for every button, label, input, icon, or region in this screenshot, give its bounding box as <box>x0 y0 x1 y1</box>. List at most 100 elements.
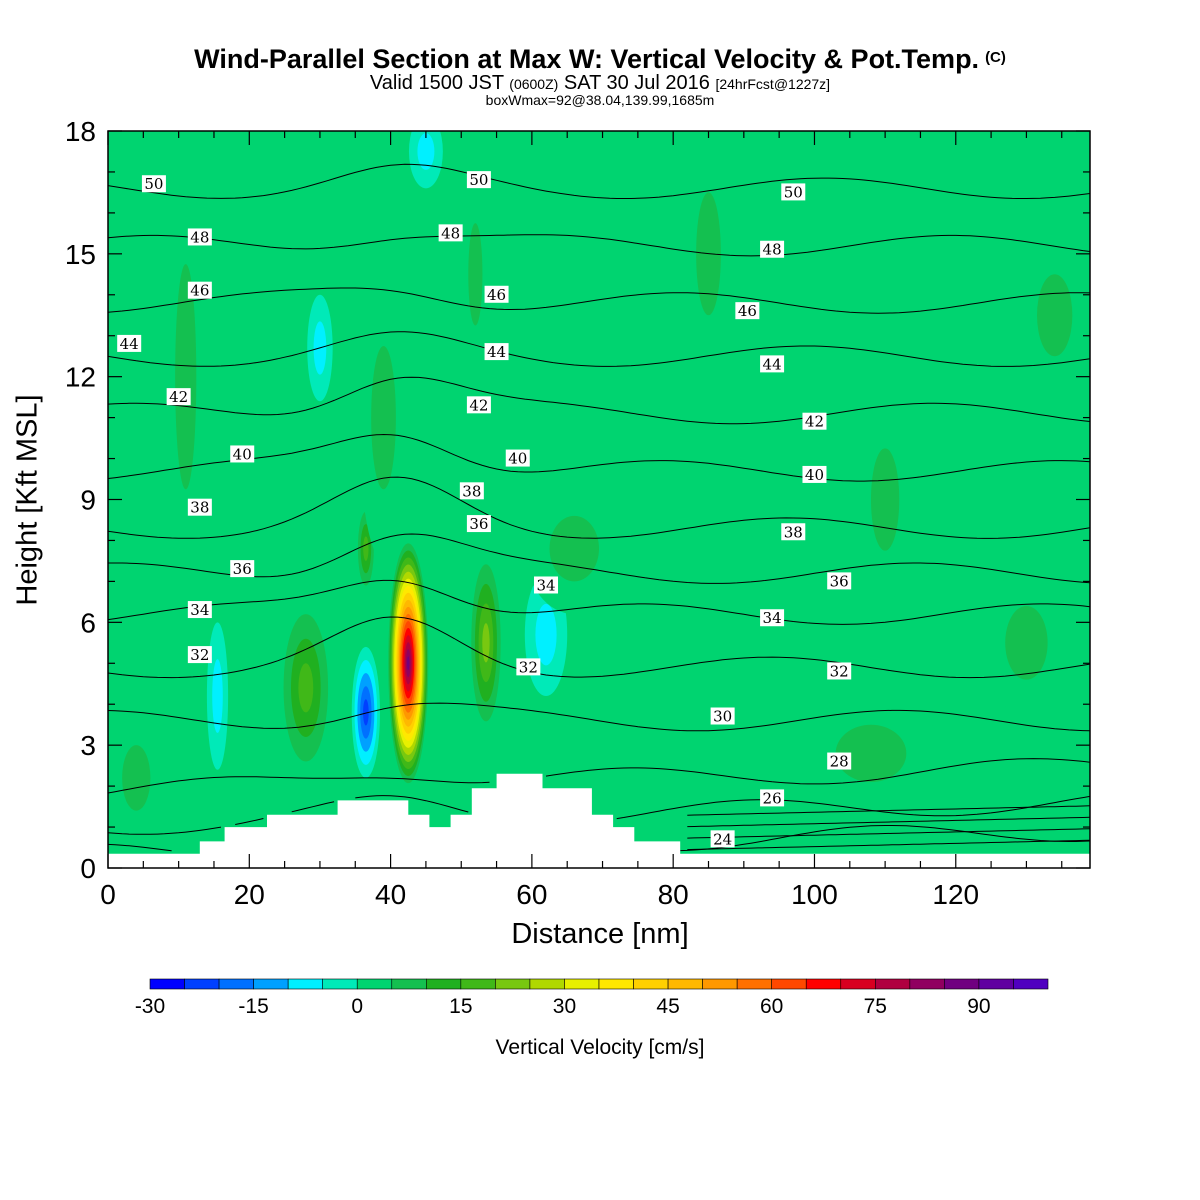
theta-contour-label: 38 <box>459 482 484 500</box>
colorbar-swatch <box>529 978 565 990</box>
w-band <box>482 623 490 663</box>
label-box <box>760 240 785 258</box>
y-tick-label: 6 <box>80 607 96 638</box>
label-box <box>466 171 491 189</box>
theta-label-text: 50 <box>469 171 488 189</box>
theta-label-text: 40 <box>508 450 527 468</box>
w-band <box>535 603 557 666</box>
label-box <box>516 658 541 676</box>
theta-contour-label: 32 <box>827 662 852 680</box>
chart-valid-line: Valid 1500 JST (0600Z) SAT 30 Jul 2016 [… <box>369 72 831 94</box>
x-tick-label: 100 <box>791 879 838 910</box>
theta-contour <box>687 839 1090 851</box>
axis-ticks <box>107 130 1090 869</box>
theta-contour <box>108 758 1090 794</box>
theta-label-text: 34 <box>536 576 555 594</box>
theta-label-text: 42 <box>169 388 188 406</box>
x-tick-label: 80 <box>658 879 689 910</box>
x-tick-label: 120 <box>932 879 979 910</box>
label-box <box>438 224 463 242</box>
label-box <box>230 560 255 578</box>
w-band <box>549 515 599 582</box>
label-box <box>760 789 785 807</box>
theta-contour-label: 34 <box>187 601 212 619</box>
w-feature <box>524 483 624 615</box>
colorbar-swatch <box>736 978 772 990</box>
theta-contour <box>108 331 1090 367</box>
theta-contour <box>108 825 1090 852</box>
theta-contour-label: 38 <box>781 523 806 541</box>
colorbar: -30 -15 0 15 30 45 60 75 90 <box>135 978 1049 1018</box>
theta-contour-label: 36 <box>466 515 491 533</box>
theta-contour-label: 40 <box>505 449 530 468</box>
w-band <box>212 659 223 733</box>
w-band <box>1005 605 1048 680</box>
w-band <box>1037 274 1073 357</box>
theta-contour-label: 32 <box>187 646 212 664</box>
colorbar-tick-label: 0 <box>351 995 363 1018</box>
theta-label-text: 28 <box>830 753 849 771</box>
colorbar-tick-label: -30 <box>135 995 165 1018</box>
w-feature <box>206 622 229 770</box>
theta-contour-label: 42 <box>166 388 191 406</box>
theta-contour-label: 28 <box>827 752 852 771</box>
w-band <box>298 663 314 713</box>
colorbar-swatch <box>667 978 703 990</box>
label-box <box>230 445 255 463</box>
label-box <box>484 285 509 303</box>
label-box <box>802 465 827 483</box>
theta-label-text: 44 <box>487 343 506 361</box>
colorbar-swatch <box>564 978 600 990</box>
colorbar-swatch <box>702 978 738 990</box>
label-box <box>187 281 212 299</box>
theta-label-text: 42 <box>805 413 824 431</box>
w-feature <box>358 274 409 561</box>
theta-contour-label: 40 <box>230 445 255 463</box>
label-box <box>484 343 509 361</box>
chart-box-info: boxWmax=92@38.04,139.99,1685m <box>485 92 715 108</box>
theta-label-text: 24 <box>713 830 732 848</box>
theta-contour <box>108 287 1090 314</box>
colorbar-swatch <box>944 978 980 990</box>
label-box <box>710 830 735 848</box>
theta-label-text: 44 <box>763 355 782 373</box>
theta-contour <box>108 433 1090 482</box>
label-box <box>827 752 852 770</box>
colorbar-swatch <box>149 978 185 990</box>
w-feature <box>108 712 165 844</box>
w-band <box>870 448 900 551</box>
w-band <box>175 264 197 490</box>
theta-contour <box>108 702 1090 732</box>
theta-contour <box>108 616 1090 679</box>
theta-contour-label: 48 <box>438 224 463 242</box>
theta-contour <box>687 816 1090 828</box>
theta-contour-label: 42 <box>802 412 827 431</box>
theta-label-text: 36 <box>830 572 849 590</box>
theta-contour-label: 36 <box>827 572 852 590</box>
theta-contour <box>108 163 1090 199</box>
colorbar-swatch <box>322 978 358 990</box>
colorbar-tick-label: 75 <box>864 995 887 1018</box>
w-feature <box>856 397 914 602</box>
theta-contour-label: 50 <box>466 171 491 189</box>
colorbar-swatch <box>253 978 289 990</box>
w-band <box>407 656 410 671</box>
theta-label-text: 32 <box>519 658 538 676</box>
theta-label-text: 40 <box>805 466 824 484</box>
theta-label-text: 44 <box>120 335 139 353</box>
label-box <box>735 302 760 320</box>
theta-contour <box>108 795 1090 835</box>
colorbar-swatch <box>633 978 669 990</box>
colorbar-swatch <box>391 978 427 990</box>
w-feature <box>1019 233 1090 398</box>
colorbar-swatch <box>426 978 462 990</box>
theta-contour <box>108 579 1090 625</box>
theta-contour-label: 32 <box>516 658 541 676</box>
theta-contour-label: 48 <box>760 240 785 259</box>
label-box <box>710 707 735 725</box>
theta-contour-label: 38 <box>187 498 212 517</box>
theta-label-text: 32 <box>830 662 849 680</box>
colorbar-tick-label: 45 <box>656 995 679 1018</box>
label-box <box>187 498 212 516</box>
